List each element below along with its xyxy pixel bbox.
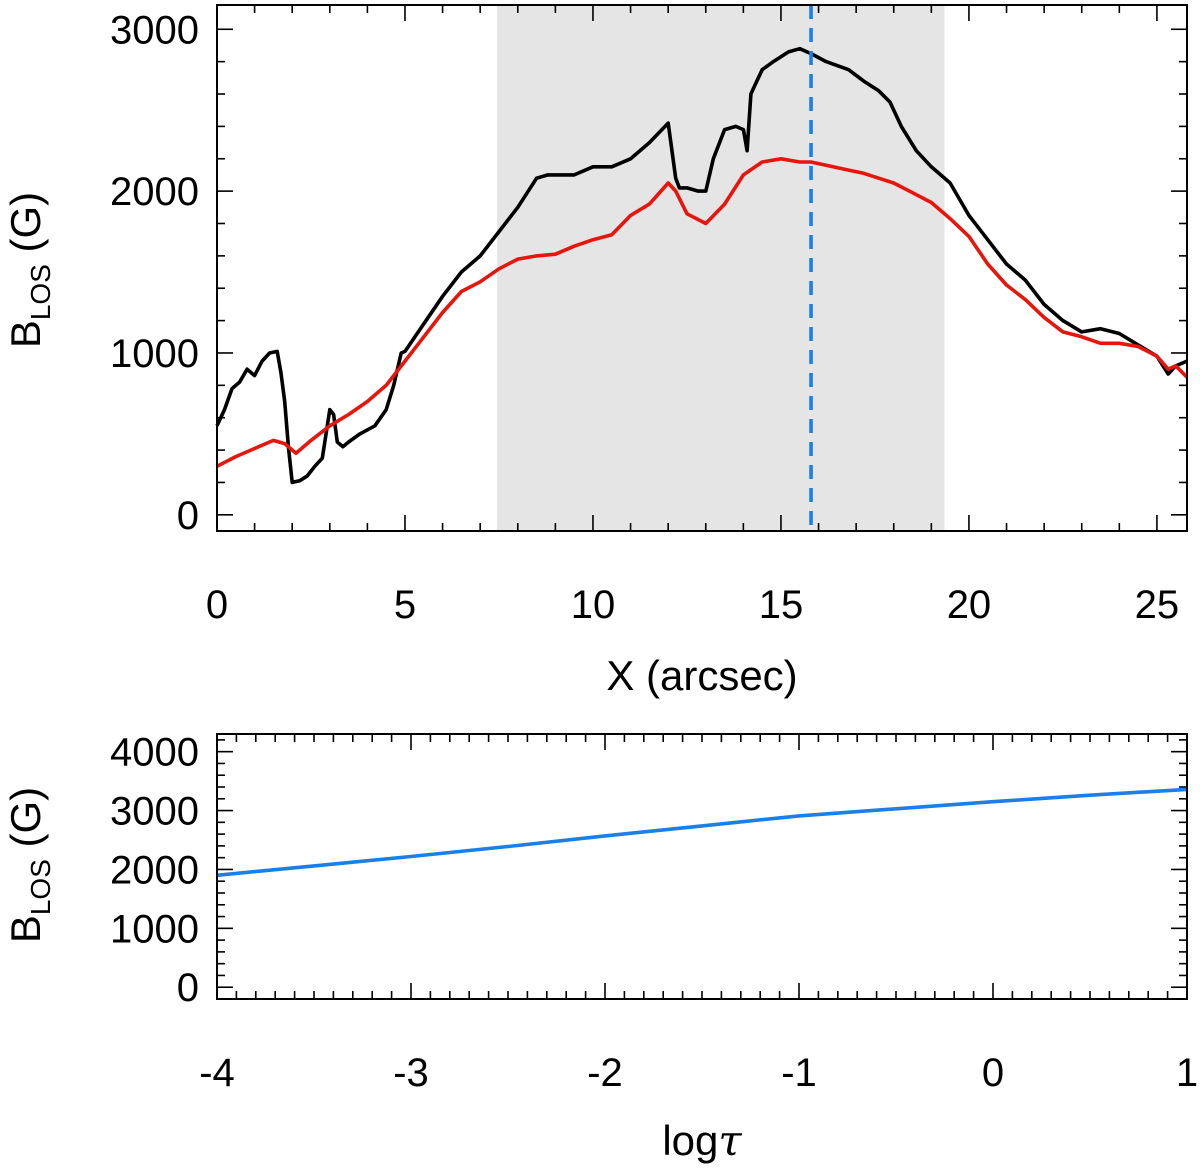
- tick-marks: [216, 734, 1188, 999]
- y-axis-label-unit: (G): [2, 787, 49, 859]
- x-tick-label: 1: [1176, 1051, 1198, 1095]
- x-tick-label: 25: [1135, 583, 1180, 627]
- series-line-1: [215, 46, 1188, 485]
- x-axis-label: logτ: [662, 1116, 742, 1165]
- y-tick-label: 2000: [110, 170, 199, 214]
- y-tick-labels: 0 1000 2000 3000: [110, 8, 199, 538]
- chart-b-vs-logtau: -4 -3 -2 -1 0 1 0 1000 2000 3000 4000 logτ BLOS (…: [2, 731, 1198, 1165]
- x-tick-label: 20: [947, 583, 992, 627]
- series-group: [215, 46, 1189, 485]
- y-tick-label: 2000: [110, 848, 199, 892]
- y-axis-label-main: B: [2, 915, 49, 943]
- series-line-1: [216, 787, 1188, 878]
- series-line-2: [216, 157, 1189, 468]
- y-tick-label: 3000: [110, 790, 199, 834]
- x-tick-label: 10: [571, 583, 616, 627]
- y-axis-label-sub: LOS: [25, 859, 56, 915]
- x-axis-label: X (arcsec): [606, 652, 797, 699]
- y-tick-label: 4000: [110, 731, 199, 775]
- x-tick-label: -4: [199, 1051, 235, 1095]
- x-tick-labels: 0 5 10 15 20 25: [206, 583, 1179, 627]
- x-axis-label-text: log: [662, 1117, 718, 1164]
- x-tick-label: 5: [394, 583, 416, 627]
- x-tick-label: -2: [587, 1051, 623, 1095]
- y-axis-label: BLOS (G): [2, 192, 56, 348]
- x-tick-label: 15: [759, 583, 804, 627]
- x-tick-labels: -4 -3 -2 -1 0 1: [199, 1051, 1198, 1095]
- plot-frame: [216, 733, 1188, 1000]
- y-axis-label-unit: (G): [2, 192, 49, 264]
- chart-bx-profile: 0 5 10 15 20 25 0 1000 2000 3000 X (arcsec) BLOS…: [2, 4, 1189, 699]
- y-tick-label: 1000: [110, 332, 199, 376]
- x-tick-label: -3: [393, 1051, 429, 1095]
- x-axis-label-symbol: τ: [718, 1116, 742, 1165]
- y-tick-label: 0: [177, 494, 199, 538]
- x-tick-label: 0: [982, 1051, 1004, 1095]
- y-tick-label: 0: [177, 966, 199, 1010]
- shaded-region: [497, 5, 945, 531]
- y-axis-label-sub: LOS: [25, 264, 56, 320]
- y-axis-label: BLOS (G): [2, 787, 56, 943]
- series-group: [216, 787, 1188, 878]
- x-tick-label: -1: [781, 1051, 817, 1095]
- y-tick-label: 1000: [110, 907, 199, 951]
- y-axis-label-main: B: [2, 320, 49, 348]
- x-tick-label: 0: [206, 583, 228, 627]
- y-tick-labels: 0 1000 2000 3000 4000: [110, 731, 199, 1011]
- y-tick-label: 3000: [110, 8, 199, 52]
- plot-frame: [216, 4, 1188, 532]
- tick-marks: [216, 5, 1187, 531]
